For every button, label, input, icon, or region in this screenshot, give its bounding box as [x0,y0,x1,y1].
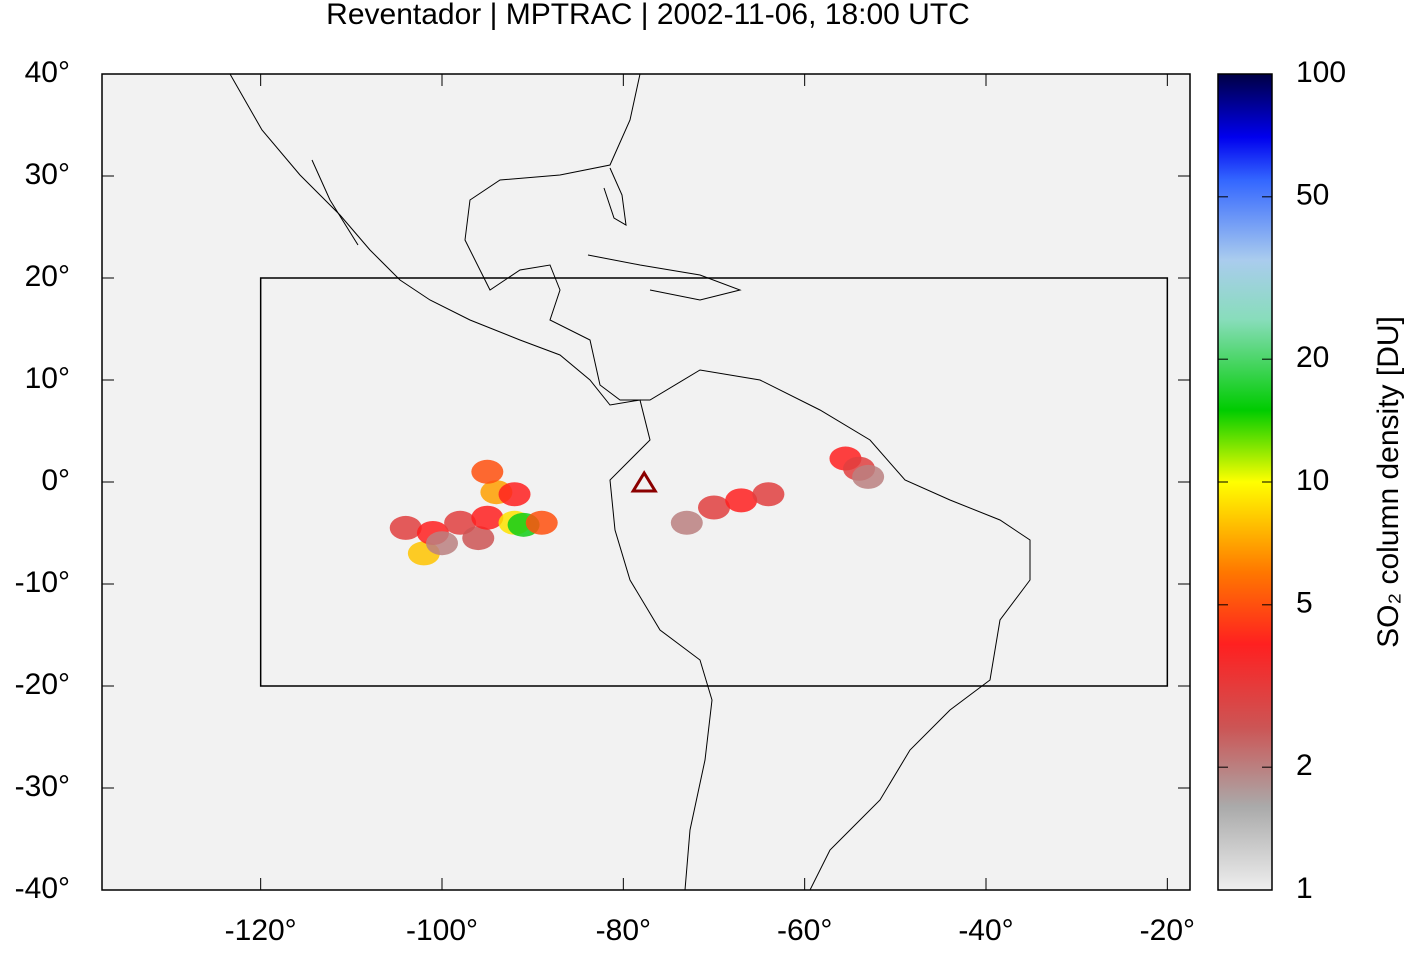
colorbar-tick-label: 2 [1296,749,1313,782]
coastline [464,74,1031,890]
colorbar-label: SO₂ column density [DU] [1372,316,1405,648]
y-tick-label: 20° [25,260,70,293]
volcano-marker [630,470,658,493]
plume-cell [462,526,495,551]
colorbar-tick-label: 20 [1296,341,1329,374]
colorbar-tick-label: 50 [1296,179,1329,212]
chart-title: Reventador | MPTRAC | 2002-11-06, 18:00 … [326,0,970,31]
plume-cell [698,495,730,520]
plume-cell [426,531,458,556]
plume-cell [670,510,703,535]
y-tick-label: 0° [41,464,70,497]
plume-cell [525,510,558,535]
coastlines [229,74,1031,890]
plume-cell [471,505,504,530]
plume [389,446,885,566]
y-tick-label: -20° [15,668,70,701]
coastline [229,74,713,890]
plume-cell [444,510,477,535]
y-tick-label: -10° [15,566,70,599]
x-tick-label: -40° [958,914,1013,947]
colorbar-tick-label: 1 [1296,872,1313,905]
y-tick-label: 40° [25,56,70,89]
plume-cell [752,482,785,507]
x-tick-label: -60° [777,914,832,947]
colorbar-tick-label: 5 [1296,587,1313,620]
x-tick-label: -20° [1140,914,1195,947]
coastline [603,167,627,226]
x-tick-label: -80° [596,914,651,947]
plume-cell [725,488,758,513]
coastline [311,159,359,246]
x-tick-label: -100° [406,914,478,947]
x-tick-label: -120° [225,914,297,947]
plume-cell [389,515,422,540]
plume-cell [852,464,885,489]
colorbar-tick-label: 10 [1296,464,1329,497]
plume-cell [498,482,531,507]
y-tick-label: 10° [25,362,70,395]
plume-cell [471,459,504,484]
coastline [587,254,742,301]
region-box [259,277,1169,687]
y-tick-label: -40° [15,872,70,905]
colorbar-tick-label: 100 [1296,56,1346,89]
y-tick-label: -30° [15,770,70,803]
y-tick-label: 30° [25,158,70,191]
plot-background [102,74,1190,890]
